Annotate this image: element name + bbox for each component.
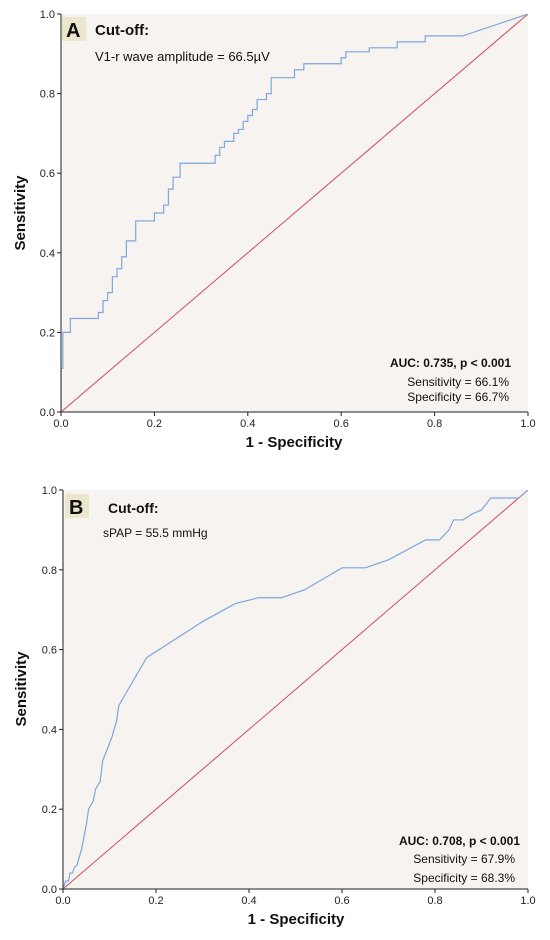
x-tick-label-a: 0.6	[334, 418, 349, 430]
cutoff-title-b: Cut-off:	[108, 500, 159, 516]
x-tick-label-b: 0.4	[241, 895, 256, 907]
y-tick-label-a: 0.0	[40, 407, 55, 419]
y-axis-title-a: Sensitivity	[12, 175, 29, 251]
x-axis-title-b: 1 - Specificity	[248, 911, 345, 928]
auc-text-a: AUC: 0.735, p < 0.001	[390, 356, 511, 370]
cutoff-value-b: sPAP = 55.5 mmHg	[103, 526, 208, 540]
y-tick-label-b: 0.4	[42, 724, 57, 736]
reference-line-b	[63, 490, 528, 889]
x-tick-label-b: 0.2	[148, 895, 163, 907]
reference-line-a	[61, 14, 528, 412]
x-tick-label-a: 0.8	[427, 418, 442, 430]
y-tick-label-b: 0.6	[42, 645, 57, 657]
x-tick-label-b: 1.0	[520, 895, 535, 907]
y-tick-label-a: 0.8	[40, 89, 55, 101]
x-axis-title-a: 1 - Specificity	[246, 434, 343, 451]
specificity-text-a: Specificity = 66.7%	[407, 390, 509, 404]
roc-panel-a: 0.0 0.2 0.4 0.6 0.8 1.0 0.0 0.2 0.4 0.6 0.8 1.0 A C…	[12, 9, 536, 451]
sensitivity-text-b: Sensitivity = 67.9%	[413, 852, 515, 866]
sensitivity-text-a: Sensitivity = 66.1%	[407, 375, 509, 389]
panel-letter-b: B	[69, 497, 83, 519]
y-tick-label-b: 1.0	[42, 485, 57, 497]
y-axis-title-b: Sensitivity	[13, 651, 30, 727]
x-tick-label-a: 1.0	[520, 418, 535, 430]
y-tick-label-a: 0.6	[40, 168, 55, 180]
specificity-text-b: Specificity = 68.3%	[413, 871, 515, 885]
panel-letter-box-b	[65, 494, 89, 518]
x-tick-label-b: 0.6	[334, 895, 349, 907]
x-tick-label-b: 0.8	[427, 895, 442, 907]
panel-letter-box-a	[62, 17, 86, 41]
panel-letter-a: A	[66, 20, 80, 42]
x-tick-label-a: 0.2	[147, 418, 162, 430]
roc-panel-b: 0.0 0.2 0.4 0.6 0.8 1.0 0.0 0.2 0.4 0.6 0.8 1.0 B C…	[13, 485, 536, 928]
roc-curve-b	[63, 490, 528, 889]
cutoff-title-a: Cut-off:	[95, 22, 149, 39]
y-tick-label-a: 1.0	[40, 9, 55, 21]
x-tick-label-a: 0.4	[240, 418, 255, 430]
x-tick-label-a: 0.0	[53, 418, 68, 430]
y-tick-label-a: 0.2	[40, 327, 55, 339]
y-tick-label-a: 0.4	[40, 248, 55, 260]
y-tick-label-b: 0.2	[42, 804, 57, 816]
auc-text-b: AUC: 0.708, p < 0.001	[399, 834, 520, 848]
roc-curve-a	[61, 14, 528, 412]
x-tick-label-b: 0.0	[55, 895, 70, 907]
cutoff-value-a: V1-r wave amplitude = 66.5µV	[95, 49, 270, 64]
y-tick-label-b: 0.0	[42, 884, 57, 896]
y-tick-label-b: 0.8	[42, 565, 57, 577]
